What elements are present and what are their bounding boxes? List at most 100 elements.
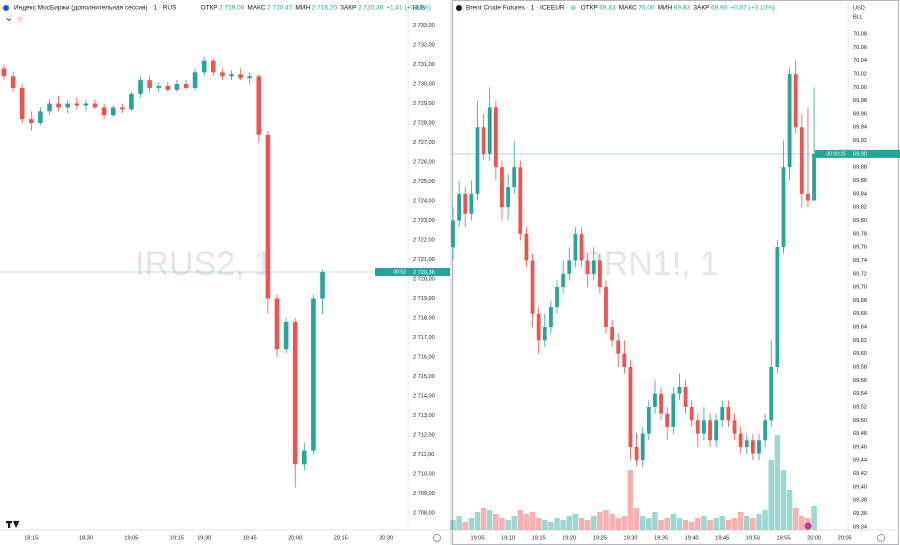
chevron-icon[interactable] bbox=[6, 18, 12, 21]
candle-body bbox=[757, 440, 761, 454]
candle-body bbox=[481, 127, 486, 154]
logo-part[interactable] bbox=[8, 521, 11, 528]
flag-icon bbox=[3, 5, 9, 11]
y-tick-label: 69,92 bbox=[853, 138, 867, 144]
candle-body bbox=[518, 167, 523, 234]
y-tick-label: 69,66 bbox=[853, 311, 867, 317]
y-tick-label: 69,56 bbox=[853, 378, 867, 384]
volume-bar bbox=[591, 516, 597, 530]
y-tick-label: 69,84 bbox=[853, 191, 867, 197]
y-tick-label: 2 717,00 bbox=[413, 335, 435, 341]
candle-body bbox=[506, 187, 510, 208]
ohlc-label: ОТКР bbox=[581, 5, 598, 12]
candle-body bbox=[19, 87, 25, 120]
candle-body bbox=[708, 420, 712, 441]
candle-body bbox=[750, 440, 755, 454]
y-tick-label: 69,96 bbox=[853, 111, 867, 117]
gear-icon[interactable] bbox=[433, 534, 441, 542]
volume-bar bbox=[511, 516, 517, 530]
candle-body bbox=[500, 167, 504, 208]
candle-body bbox=[689, 406, 694, 421]
y-tick-label: 69,78 bbox=[853, 231, 867, 237]
x-tick-label: 20:00 bbox=[288, 535, 302, 541]
volume-bar bbox=[811, 506, 817, 530]
volume-bar bbox=[682, 520, 689, 530]
volume-bar bbox=[768, 460, 774, 530]
tradingview-logo[interactable] bbox=[6, 521, 20, 528]
y-tick-label: 69,52 bbox=[853, 404, 867, 410]
collapse-button[interactable] bbox=[5, 16, 13, 23]
logo-part[interactable] bbox=[13, 521, 20, 528]
candle-body bbox=[726, 406, 731, 421]
candle-body bbox=[469, 193, 474, 214]
candle-body bbox=[220, 72, 225, 77]
x-tick-label: 19:55 bbox=[776, 535, 790, 541]
y-tick-label: 69,42 bbox=[853, 471, 867, 477]
alert-icon[interactable] bbox=[17, 16, 23, 23]
volume-bar bbox=[725, 520, 732, 530]
candle-body bbox=[493, 107, 498, 168]
volume-bar bbox=[505, 520, 511, 530]
y-tick-label: 69,94 bbox=[853, 125, 867, 131]
volume-bar bbox=[517, 510, 524, 530]
y-tick-label: 69,54 bbox=[853, 391, 867, 397]
y-tick-label: 70,02 bbox=[853, 71, 867, 77]
y-tick-label: 69,72 bbox=[853, 271, 867, 277]
y-tick-label: 69,82 bbox=[853, 205, 867, 211]
volume-bar bbox=[597, 512, 603, 530]
change-value: +1,41 (+0,05%) bbox=[386, 5, 431, 12]
candle-body bbox=[683, 386, 688, 407]
pane-controls[interactable]: ! bbox=[5, 16, 23, 23]
watermark: IRUS2, 1 bbox=[135, 245, 273, 283]
unit-label: BLL bbox=[853, 14, 863, 20]
candle-body bbox=[744, 440, 749, 447]
symbol-title: Индекс МосБиржи (дополнительная сессия) … bbox=[14, 5, 177, 12]
candle-body bbox=[549, 307, 553, 328]
y-tick-label: 69,70 bbox=[853, 285, 867, 291]
volume-bar bbox=[480, 508, 487, 530]
y-tick-label: 69,80 bbox=[853, 218, 867, 224]
volume-bar bbox=[450, 520, 456, 530]
volume-bar bbox=[499, 518, 505, 530]
candle-body bbox=[542, 327, 547, 341]
settings-button[interactable] bbox=[433, 534, 885, 542]
candle-body bbox=[487, 107, 492, 154]
volume-bar bbox=[493, 514, 499, 530]
candle-body bbox=[320, 272, 325, 299]
ohlc-label: ОТКР bbox=[200, 5, 217, 12]
candle-body bbox=[38, 111, 43, 124]
volume-bar bbox=[786, 490, 793, 530]
y-tick-label: 2 712,00 bbox=[413, 432, 435, 438]
ohlc-label: МИН bbox=[658, 5, 673, 12]
last-price-label: 2 720,36 bbox=[413, 270, 435, 276]
x-tick-label: 19:30 bbox=[197, 535, 211, 541]
candle-body bbox=[634, 446, 639, 461]
volume-bar bbox=[713, 518, 719, 530]
ohlc-label: МАКС bbox=[619, 5, 637, 12]
event-marker bbox=[804, 522, 812, 530]
volume-bar bbox=[707, 520, 713, 530]
candle-body bbox=[787, 73, 792, 168]
gear-icon[interactable] bbox=[877, 534, 885, 542]
candle-body bbox=[475, 127, 480, 194]
y-tick-label: 2 727,00 bbox=[413, 140, 435, 146]
candle-body bbox=[665, 413, 670, 427]
volume-bar bbox=[529, 512, 536, 530]
change-value: +0,07 (+0,10%) bbox=[730, 5, 775, 12]
plot: IRUS2, 1 2 708,00 2 709,00 2 710,00 2 711,00… bbox=[0, 5, 450, 541]
y-tick-label: 69,38 bbox=[853, 498, 867, 504]
candle-body bbox=[702, 420, 706, 434]
candle-body bbox=[156, 85, 161, 88]
ohlc-value: 2 720,36 bbox=[358, 5, 384, 12]
last-price-label: 69,90 bbox=[853, 152, 867, 158]
ohlc-label: ЗАКР bbox=[340, 5, 356, 12]
y-tick-label: 2 733,00 bbox=[413, 23, 435, 29]
x-tick-label: 18:15 bbox=[24, 535, 38, 541]
y-tick-label: 2 724,00 bbox=[413, 199, 435, 205]
candle-body bbox=[781, 167, 786, 248]
candle-body bbox=[47, 103, 52, 112]
symbol-icon bbox=[456, 5, 462, 11]
y-tick-label: 69,98 bbox=[853, 98, 867, 104]
y-tick-label: 2 715,00 bbox=[413, 374, 435, 380]
volume-bar bbox=[548, 522, 554, 530]
